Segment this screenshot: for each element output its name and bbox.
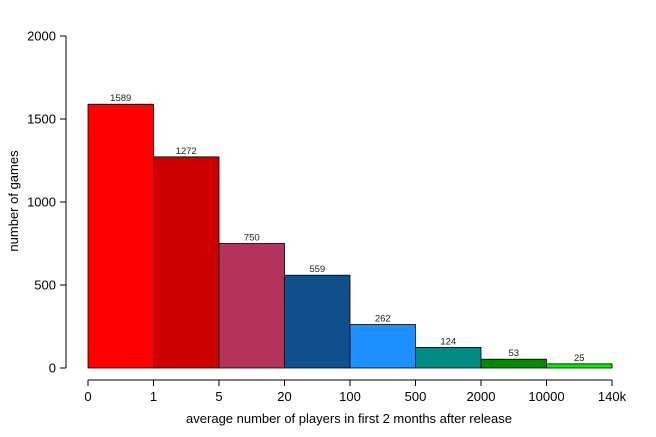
data-label: 25 xyxy=(574,353,585,364)
x-tick-label: 20 xyxy=(277,389,291,404)
y-tick-label: 500 xyxy=(34,278,56,293)
x-tick-label: 1 xyxy=(150,389,157,404)
x-tick-label: 0 xyxy=(84,389,91,404)
data-label: 1272 xyxy=(176,146,197,157)
x-axis: 0 1 5 20 100 500 2000 10000 140k xyxy=(84,379,627,404)
x-tick-label: 140k xyxy=(598,389,627,404)
bar xyxy=(546,363,613,369)
x-tick-label: 5 xyxy=(215,389,222,404)
y-axis: 0 500 1000 1500 2000 xyxy=(27,29,67,376)
data-label: 124 xyxy=(440,336,456,347)
bar xyxy=(153,156,220,369)
y-tick-label: 2000 xyxy=(27,29,56,44)
data-label: 559 xyxy=(309,264,325,275)
bar xyxy=(415,347,482,369)
bars xyxy=(87,103,613,369)
data-label: 262 xyxy=(375,314,391,325)
y-tick-label: 1500 xyxy=(27,112,56,127)
data-label: 1589 xyxy=(110,93,131,104)
data-label: 750 xyxy=(244,233,260,244)
data-label: 53 xyxy=(508,348,519,359)
data-labels: 1589 1272 750 559 262 124 53 25 xyxy=(110,93,584,364)
x-tick-label: 2000 xyxy=(467,389,496,404)
x-tick-label: 10000 xyxy=(528,389,564,404)
bar xyxy=(87,103,154,369)
x-axis-title: average number of players in first 2 mon… xyxy=(186,411,512,426)
y-axis-title: number of games xyxy=(6,150,21,252)
x-tick-label: 100 xyxy=(339,389,361,404)
bar xyxy=(284,274,351,369)
x-tick-label: 500 xyxy=(405,389,427,404)
bar xyxy=(218,243,285,369)
y-tick-label: 0 xyxy=(49,361,56,376)
bar xyxy=(349,324,416,369)
y-tick-label: 1000 xyxy=(27,195,56,210)
bar xyxy=(480,358,547,369)
